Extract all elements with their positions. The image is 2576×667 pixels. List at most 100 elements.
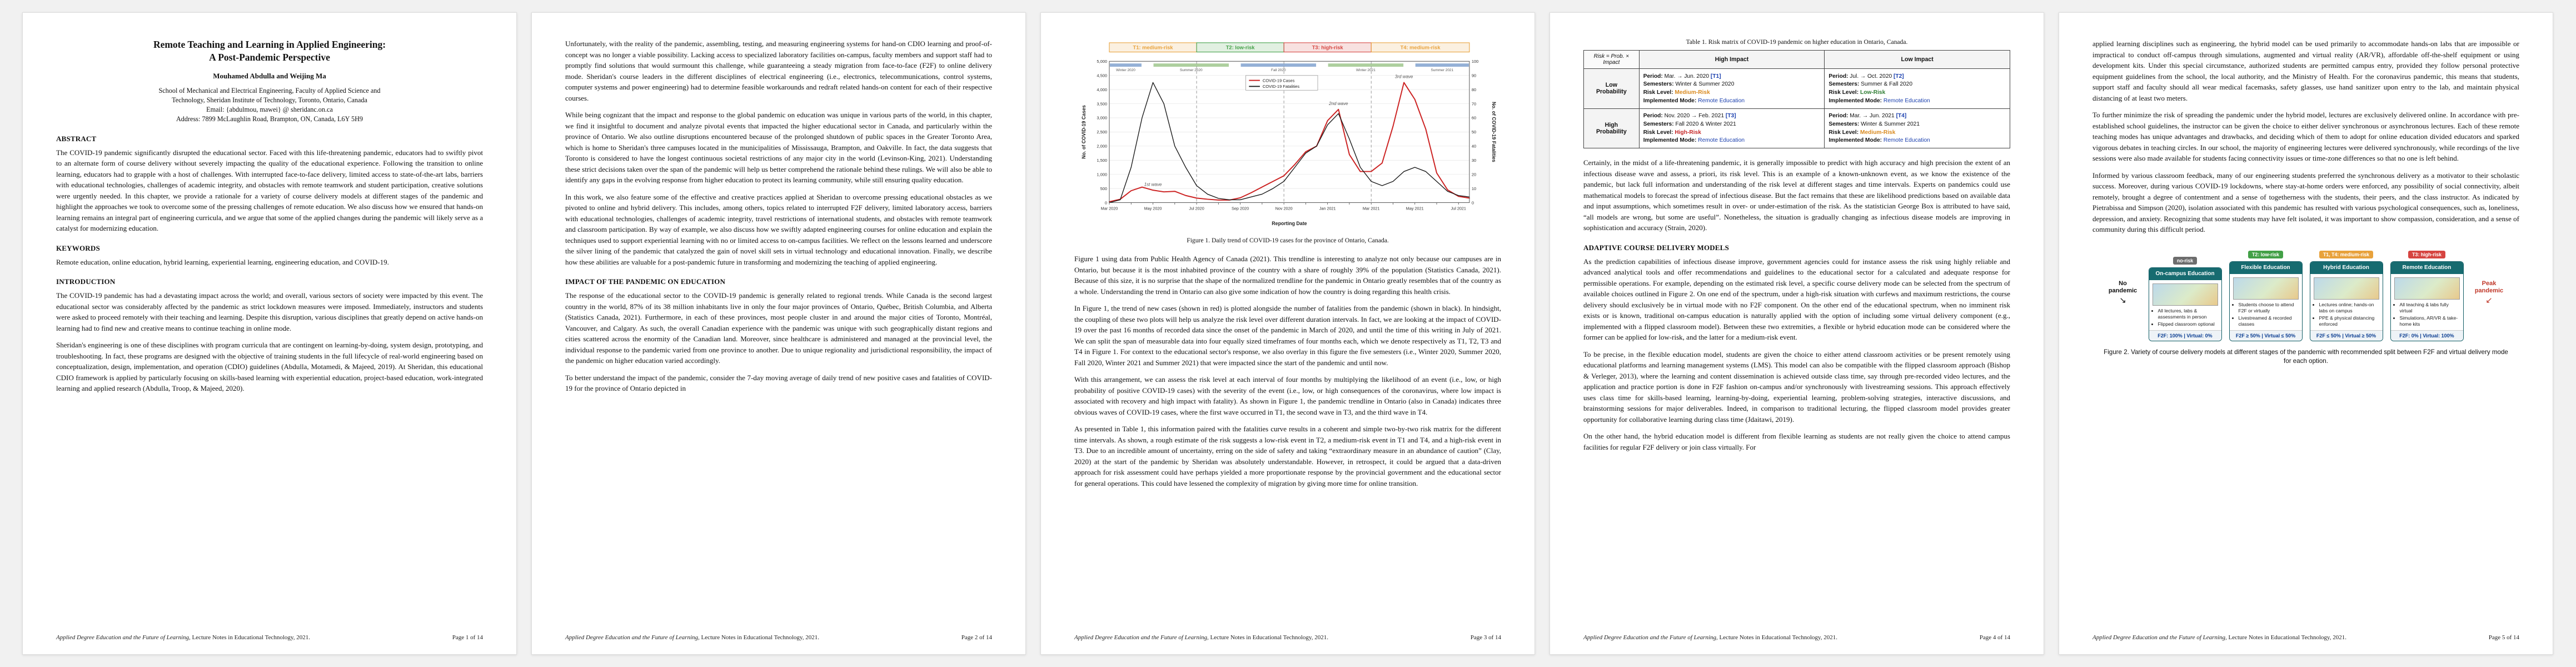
cell-value: Jul. → Oct. 2020 <box>1850 73 1892 79</box>
svg-text:T2: low-risk: T2: low-risk <box>1226 45 1255 51</box>
figure2-caption: Figure 2. Variety of course delivery mod… <box>2104 349 2508 365</box>
arrow-down-right-icon: ↘ <box>2119 296 2126 306</box>
model-detail-item: Simulations, AR/VR & take-home kits <box>2400 315 2459 327</box>
footer-journal-rest: , Lecture Notes in Educational Technolog… <box>1716 634 1837 641</box>
cell-value: Summer & Fall 2020 <box>1861 81 1912 88</box>
email-line: Email: {abdulmou, mawei} @ sheridanc.on.… <box>206 106 333 114</box>
interval-tag: [T4] <box>1896 113 1907 119</box>
paragraph: The COVID-19 pandemic has had a devastat… <box>56 291 483 332</box>
risk-tag-no-risk: no-risk <box>2173 256 2198 265</box>
mode-value: Remote Education <box>1698 97 1745 104</box>
page-5: applied learning disciplines such as eng… <box>2059 12 2553 655</box>
model-details: All lectures, labs & assessments in pers… <box>2149 308 2221 328</box>
table1-cell-t3: Period: Nov. 2020 → Feb. 2021 [T3] Semes… <box>1638 108 1825 148</box>
svg-text:1,500: 1,500 <box>1097 158 1107 163</box>
svg-text:10: 10 <box>1472 186 1476 191</box>
table1-col-header-low-impact: Low Impact <box>1824 50 2010 69</box>
figure2-right-label: Peak pandemic ↙ <box>2471 280 2508 341</box>
svg-text:T1: medium-risk: T1: medium-risk <box>1133 45 1174 51</box>
footer-journal-title: Applied Degree Education and the Future … <box>2092 634 2226 641</box>
paragraph: While being cognizant that the impact an… <box>565 111 992 184</box>
model-box: Hybrid Education Lectures online; hands-… <box>2309 261 2383 342</box>
svg-text:May 2021: May 2021 <box>1406 206 1424 211</box>
classroom-photo-placeholder <box>2152 283 2218 306</box>
figure1-caption: Figure 1. Daily trend of COVID-19 cases … <box>1187 236 1389 244</box>
cell-label: Risk Level: <box>1643 89 1673 96</box>
delivery-split: F2F ≥ 50% | Virtual ≤ 50% <box>2229 330 2302 341</box>
no-pandemic-label: No pandemic <box>2108 280 2137 294</box>
svg-text:Mar 2021: Mar 2021 <box>1363 206 1380 211</box>
classroom-photo-placeholder <box>2313 277 2379 300</box>
cell-label: Period: <box>1828 73 1848 79</box>
svg-text:Jul 2021: Jul 2021 <box>1451 206 1466 211</box>
footer-journal-rest: , Lecture Notes in Educational Technolog… <box>698 634 819 641</box>
interval-tag: [T3] <box>1725 113 1736 119</box>
model-detail-item: PPE & physical distancing enforced <box>2319 315 2379 327</box>
footer-journal-rest: , Lecture Notes in Educational Technolog… <box>189 634 310 641</box>
svg-text:50: 50 <box>1472 130 1476 135</box>
footer-journal: Applied Degree Education and the Future … <box>2092 634 2346 641</box>
footer-page-number: Page 3 of 14 <box>1470 634 1501 641</box>
paper-title: Remote Teaching and Learning in Applied … <box>56 38 483 64</box>
svg-text:Summer 2020: Summer 2020 <box>1180 68 1203 72</box>
paragraph: Sheridan's engineering is one of these d… <box>56 341 483 392</box>
cell-label: Risk Level: <box>1643 129 1673 136</box>
footer-journal-title: Applied Degree Education and the Future … <box>1583 634 1717 641</box>
footer-page-number: Page 4 of 14 <box>1979 634 2010 641</box>
delivery-split: F2F: 100% | Virtual: 0% <box>2149 330 2221 341</box>
footer-page-number: Page 5 of 14 <box>2488 634 2519 641</box>
svg-text:Sep 2020: Sep 2020 <box>1232 206 1249 211</box>
affiliation: School of Mechanical and Electrical Engi… <box>56 86 483 124</box>
paragraph: To further minimize the risk of spreadin… <box>2092 111 2519 162</box>
svg-text:500: 500 <box>1100 186 1107 191</box>
footer-journal: Applied Degree Education and the Future … <box>565 634 819 641</box>
footer-journal: Applied Degree Education and the Future … <box>56 634 310 641</box>
table1-cell-t2: Period: Jul. → Oct. 2020 [T2] Semesters:… <box>1824 68 2010 109</box>
table1-risk-matrix: Risk = Prob. × Impact High Impact Low Im… <box>1583 50 2010 148</box>
model-box: On-campus Education All lectures, labs &… <box>2148 267 2222 342</box>
section-heading-impact: IMPACT OF THE PANDEMIC ON EDUCATION <box>565 277 726 286</box>
footer-journal-title: Applied Degree Education and the Future … <box>1074 634 1208 641</box>
page-4: Table 1. Risk matrix of COVID-19 pandemi… <box>1549 12 2044 655</box>
page-3: T1: medium-risk T2: low-risk T3: high-risk… <box>1040 12 1535 655</box>
paragraph: To be precise, in the flexible education… <box>1583 350 2010 424</box>
svg-text:1,000: 1,000 <box>1097 172 1107 177</box>
paragraph: applied learning disciplines such as eng… <box>2092 39 2519 102</box>
page-footer: Applied Degree Education and the Future … <box>2092 634 2519 641</box>
svg-text:COVID-19 Cases: COVID-19 Cases <box>1263 78 1295 83</box>
footer-journal: Applied Degree Education and the Future … <box>1583 634 1837 641</box>
svg-text:T4: medium-risk: T4: medium-risk <box>1401 45 1441 51</box>
risk-tag-medium-risk: T1, T4: medium-risk <box>2319 250 2374 258</box>
cell-label: Semesters: <box>1828 121 1860 127</box>
svg-text:Summer 2021: Summer 2021 <box>1431 68 1454 72</box>
svg-text:3rd wave: 3rd wave <box>1395 74 1413 79</box>
footer-journal: Applied Degree Education and the Future … <box>1074 634 1328 641</box>
figure2: No pandemic ↘ no-risk On-campus Educatio… <box>2092 250 2519 366</box>
model-details: Students choose to attend F2F or virtual… <box>2230 302 2302 328</box>
footer-page-number: Page 2 of 14 <box>961 634 992 641</box>
model-detail-item: All lectures, labs & assessments in pers… <box>2158 308 2218 320</box>
mode-value: Remote Education <box>1883 97 1930 104</box>
model-detail-item: All teaching & labs fully virtual <box>2400 302 2459 314</box>
cell-label: Implemented Mode: <box>1643 137 1697 144</box>
cell-value: Nov. 2020 → Feb. 2021 <box>1664 113 1725 119</box>
row-header-line: High <box>1605 121 1618 128</box>
paragraph: On the other hand, the hybrid education … <box>1583 432 2010 451</box>
page-2: Unfortunately, with the reality of the p… <box>531 12 1026 655</box>
table1-cell-t1: Period: Mar. → Jun. 2020 [T1] Semesters:… <box>1638 68 1825 109</box>
footer-journal-title: Applied Degree Education and the Future … <box>565 634 699 641</box>
mode-value: Remote Education <box>1883 137 1930 144</box>
cell-label: Risk Level: <box>1828 129 1859 136</box>
delivery-model-oncampus: no-risk On-campus Education All lectures… <box>2148 256 2222 342</box>
mode-value: Remote Education <box>1698 137 1745 144</box>
section-heading-adaptive-models: ADAPTIVE COURSE DELIVERY MODELS <box>1583 243 1730 252</box>
model-detail-item: Students choose to attend F2F or virtual… <box>2239 302 2298 314</box>
delivery-split: F2F: 0% | Virtual: 100% <box>2390 330 2463 341</box>
footer-page-number: Page 1 of 14 <box>452 634 483 641</box>
table1-corner-cell: Risk = Prob. × Impact <box>1583 50 1640 69</box>
row-header-line: Probability <box>1596 128 1627 135</box>
arrow-down-left-icon: ↙ <box>2485 296 2493 306</box>
risk-level-value: Medium-Risk <box>1860 129 1896 136</box>
svg-text:No. of COVID-19 Cases: No. of COVID-19 Cases <box>1081 105 1087 159</box>
paragraph: As the prediction capabilities of infect… <box>1583 257 2010 342</box>
